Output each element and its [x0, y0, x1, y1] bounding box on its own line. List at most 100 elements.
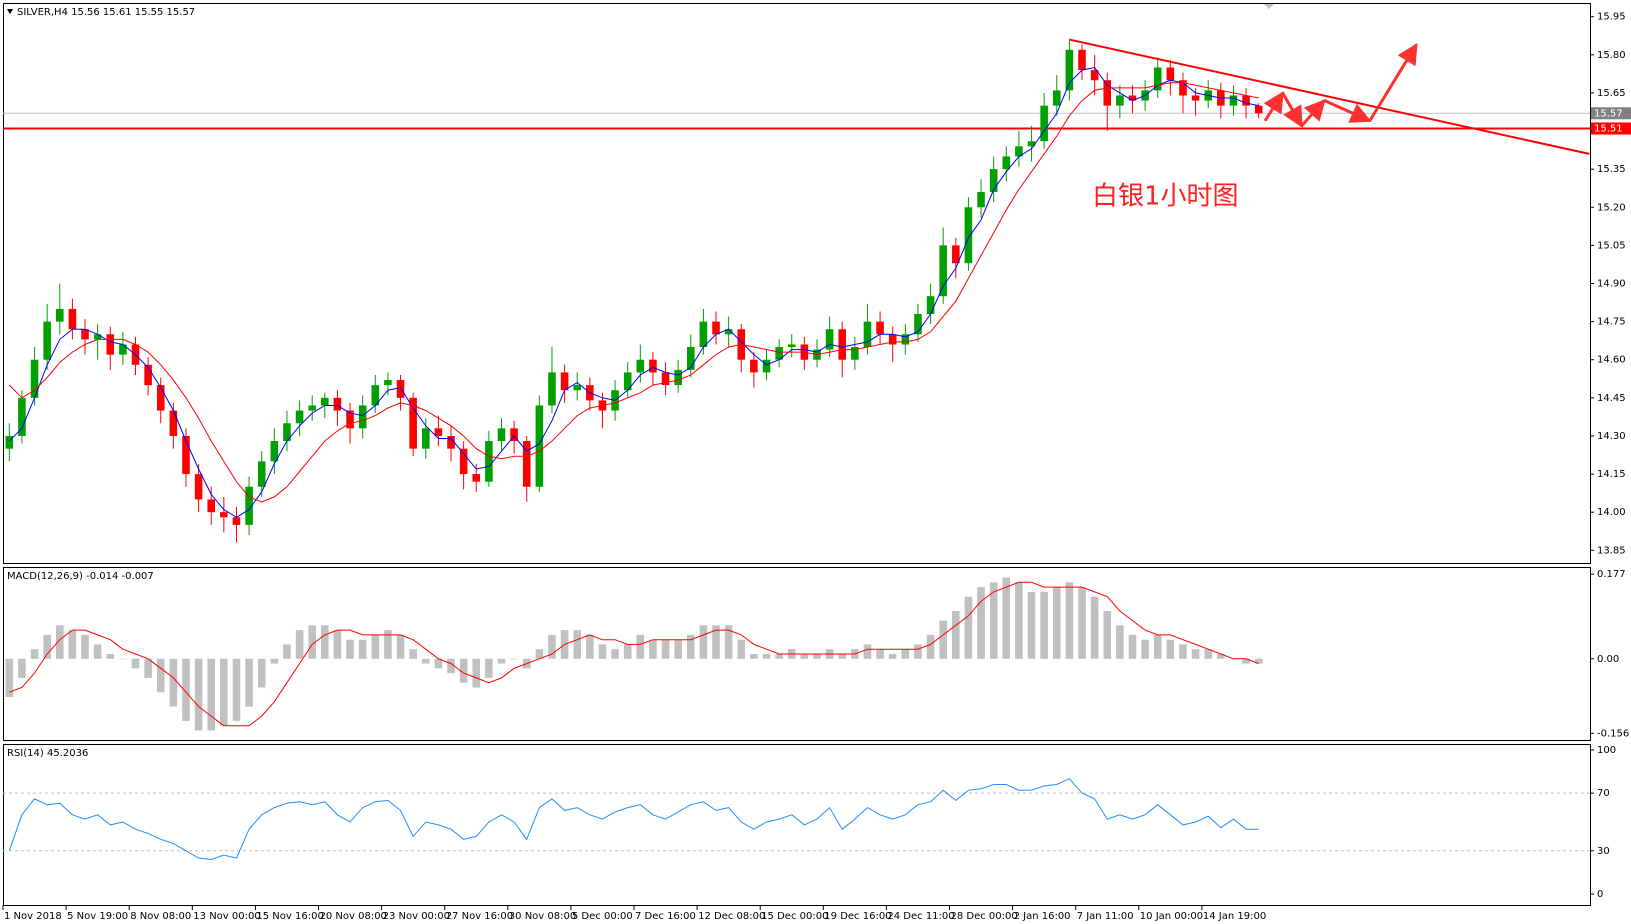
macd-bar [926, 634, 935, 659]
y-tick-label: 14.90 [1597, 279, 1626, 290]
x-tick-label: 1 Nov 2018 [4, 911, 62, 922]
candle-body [1015, 146, 1023, 157]
macd-bar [1179, 644, 1187, 659]
macd-bar [384, 630, 392, 659]
candle-body [1229, 95, 1238, 106]
macd-bar [106, 654, 115, 659]
candle-body [775, 347, 783, 360]
x-tick-label: 2 Jan 16:00 [1014, 911, 1071, 922]
macd-bar [598, 644, 607, 659]
macd-bar [977, 587, 985, 659]
x-tick-label: 27 Nov 16:00 [446, 911, 513, 922]
macd-bar [901, 649, 910, 659]
candle-body [1002, 156, 1011, 170]
forecast-arrow [1263, 91, 1284, 122]
y-tick-label: 14.00 [1597, 507, 1626, 518]
macd-bar [1103, 611, 1112, 659]
y-tick-label: 14.75 [1597, 317, 1626, 328]
candle-body [1078, 49, 1086, 71]
macd-bar [1166, 639, 1175, 659]
candle-body [421, 428, 430, 449]
candle-body [939, 245, 947, 297]
candle-body [1103, 80, 1112, 106]
rsi-line [8, 778, 1259, 861]
macd-bar [586, 634, 594, 659]
macd-bar [131, 658, 140, 669]
macd-bar [346, 639, 354, 659]
x-tick-label: 12 Dec 08:00 [698, 911, 765, 922]
y-tick-label: 15.35 [1597, 164, 1626, 175]
y-tick-label: 0 [1597, 889, 1603, 900]
candle-body [119, 344, 127, 355]
annotation: 白银1小时图 [1092, 182, 1239, 212]
x-tick-label: 19 Dec 16:00 [824, 911, 891, 922]
y-tick-label: 15.05 [1597, 240, 1626, 251]
macd-bar [1204, 649, 1212, 659]
x-tick-label: 15 Dec 00:00 [761, 911, 828, 922]
candle-body [1242, 95, 1250, 106]
signal-line [9, 581, 1259, 727]
macd-bar [5, 658, 14, 697]
macd-bar [737, 639, 746, 659]
main-title: SILVER,H4 15.56 15.61 15.55 15.57 [17, 7, 195, 18]
macd-bar [775, 654, 783, 659]
y-tick-label: 15.80 [1597, 50, 1626, 61]
x-tick-label: 15 Nov 16:00 [256, 911, 323, 922]
macd-bar [1090, 596, 1099, 659]
candle-body [472, 474, 481, 482]
macd-bar [308, 625, 316, 659]
rsi-panel [3, 744, 1591, 906]
candle-body [93, 334, 102, 340]
candle-body [926, 296, 935, 314]
candle-body [283, 423, 291, 442]
forecast-arrow [1300, 98, 1326, 127]
macd-bar [485, 658, 493, 678]
macd-bar [30, 649, 39, 659]
candle-body [888, 334, 897, 345]
macd-bar [194, 658, 203, 731]
y-tick-label: 70 [1597, 788, 1610, 799]
macd-bar [1242, 658, 1250, 664]
macd-bar [1217, 654, 1225, 659]
candle-body [1254, 105, 1263, 114]
y-tick-label: 14.30 [1597, 431, 1626, 442]
macd-bar [396, 634, 405, 659]
macd-bar [257, 658, 266, 688]
candle-body [81, 329, 89, 340]
y-tick-label: 13.85 [1597, 545, 1626, 556]
candle-body [750, 359, 758, 373]
candle-body [1153, 67, 1162, 91]
candle-body [459, 448, 468, 475]
candle-body [321, 397, 329, 406]
candle-body [384, 380, 392, 386]
macd-bar [68, 630, 77, 659]
macd-bar [800, 654, 809, 659]
x-tick-label: 10 Jan 00:00 [1140, 911, 1203, 922]
candle-body [699, 321, 708, 348]
candle-body [1065, 49, 1074, 91]
rsi-title: RSI(14) 45.2036 [7, 748, 88, 759]
menu-icon [7, 9, 13, 14]
candle-body [409, 397, 417, 449]
candle-body [914, 313, 922, 335]
macd-bar [724, 625, 733, 659]
x-tick-label: 7 Jan 11:00 [1077, 911, 1134, 922]
macd-bar [939, 620, 947, 659]
price-label-box [1591, 107, 1631, 120]
candle-body [901, 334, 910, 345]
candle-body [497, 428, 506, 442]
y-tick-label: 100 [1597, 745, 1616, 756]
candle-body [144, 364, 152, 386]
x-tick-label: 5 Dec 00:00 [572, 911, 633, 922]
moving-average [8, 82, 1259, 503]
macd-bar [1027, 591, 1036, 659]
x-tick-label: 28 Dec 00:00 [951, 911, 1018, 922]
macd-bar [964, 596, 973, 659]
candle-body [510, 428, 518, 442]
macd-bar [1015, 582, 1023, 659]
macd-bar [1052, 587, 1061, 659]
forecast-arrow [1368, 42, 1418, 122]
macd-bar [1254, 658, 1263, 664]
